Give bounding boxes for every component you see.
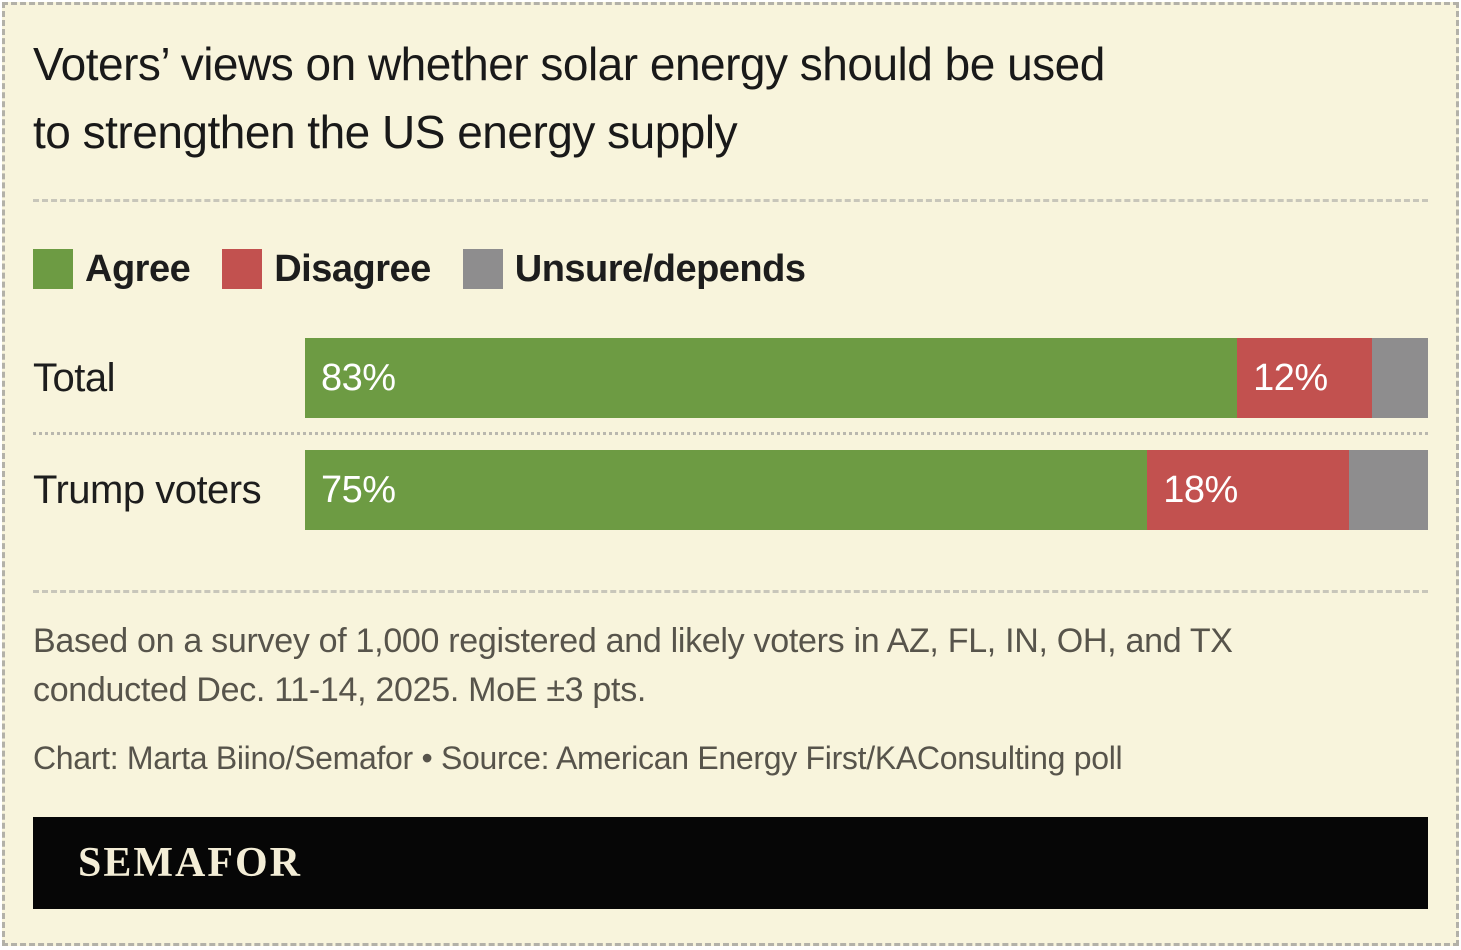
legend-label-unsure: Unsure/depends <box>514 247 806 290</box>
legend-swatch-disagree <box>222 249 263 289</box>
legend-item-agree: Agree <box>33 247 191 291</box>
chart-title: Voters’ views on whether solar energy sh… <box>33 30 1428 166</box>
bar-segment: 18% <box>1147 450 1350 530</box>
bar-track-total: 83% 12% <box>305 338 1428 418</box>
bar-value-label: 83% <box>321 356 396 399</box>
bar-value-label: 12% <box>1253 356 1328 399</box>
legend-item-disagree: Disagree <box>222 248 431 291</box>
credit-line: Chart: Marta Biino/Semafor • Source: Ame… <box>33 740 1123 776</box>
bar-segment: 12% <box>1237 338 1372 418</box>
logo-bar: SEMAFOR <box>33 817 1428 909</box>
bar-row-trump-voters: Trump voters 75% 18% <box>33 450 1428 530</box>
bar-value-label: 18% <box>1163 468 1238 511</box>
legend-swatch-agree <box>33 249 73 289</box>
bar-segment <box>1371 338 1428 418</box>
chart-title-line2: to strengthen the US energy supply <box>33 106 738 158</box>
legend-swatch-unsure <box>462 249 503 289</box>
semafor-logo: SEMAFOR <box>78 840 302 886</box>
bar-segment: 75% <box>305 450 1148 530</box>
row-separator <box>33 432 1428 435</box>
bar-segment: 83% <box>305 338 1238 418</box>
chart-title-line1: Voters’ views on whether solar energy sh… <box>33 38 1105 90</box>
separator-bottom <box>33 590 1428 593</box>
bar-value-label: 75% <box>321 468 396 511</box>
bar-chart: Total 83% 12% Trump voters 75% 18% <box>33 338 1428 530</box>
source-notes-line2: conducted Dec. 11-14, 2025. MoE ±3 pts. <box>33 671 647 709</box>
bar-track-trump-voters: 75% 18% <box>305 450 1428 530</box>
bar-row-total: Total 83% 12% <box>33 338 1428 418</box>
legend-label-agree: Agree <box>85 247 191 290</box>
category-label-trump-voters: Trump voters <box>33 467 262 512</box>
source-notes-line1: Based on a survey of 1,000 registered an… <box>33 622 1233 660</box>
legend-item-unsure: Unsure/depends <box>462 247 806 291</box>
legend: Agree Disagree Unsure/depends <box>33 247 1428 291</box>
category-label-total: Total <box>33 355 116 400</box>
legend-label-disagree: Disagree <box>274 247 431 290</box>
source-notes: Based on a survey of 1,000 registered an… <box>33 617 1428 715</box>
separator-top <box>33 199 1428 202</box>
bar-segment <box>1349 450 1428 530</box>
